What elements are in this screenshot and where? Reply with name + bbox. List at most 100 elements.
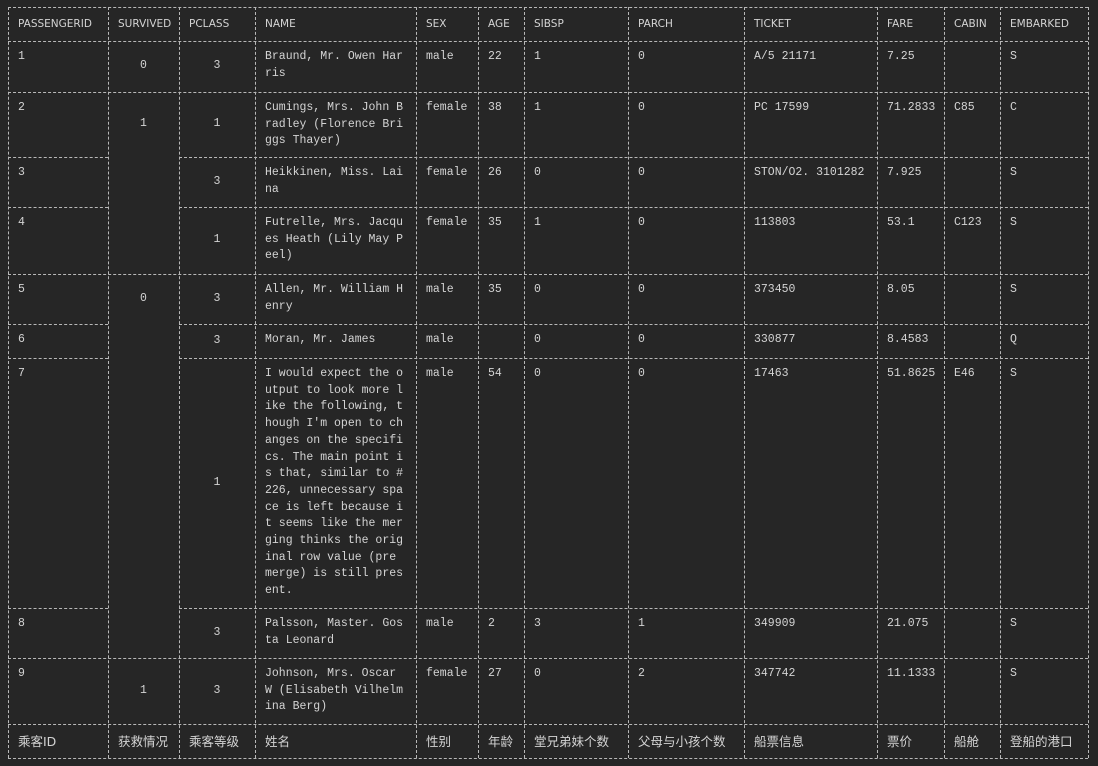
cell: 3: [213, 625, 221, 639]
cell: 0: [534, 667, 541, 680]
cell: 1: [534, 101, 541, 114]
column-border: [1000, 7, 1001, 758]
cell: S: [1010, 283, 1017, 296]
cell: 2: [488, 617, 495, 630]
footer-cell: 船舱: [954, 734, 980, 749]
cell: 27: [488, 667, 502, 680]
cell: 2: [18, 101, 25, 114]
cell: 1: [213, 475, 221, 489]
cell: 22: [488, 50, 502, 63]
cell: 54: [488, 367, 502, 380]
cell: 38: [488, 101, 502, 114]
cell: STON/O2. 3101282: [754, 166, 865, 179]
cell: male: [426, 283, 454, 296]
cell: Johnson, Mrs. Oscar W (Elisabeth Vilhelm…: [265, 667, 404, 714]
cell: 0: [140, 59, 147, 73]
cell: 0: [638, 367, 645, 380]
row-border: [8, 358, 108, 359]
footer-cell: 乘客等级: [189, 734, 240, 749]
cell: S: [1010, 367, 1017, 380]
header-cell: PASSENGERID: [18, 18, 92, 30]
cell: 113803: [754, 216, 796, 229]
cell: 1: [140, 117, 147, 131]
row-border: [8, 758, 1088, 759]
cell: 11.1333: [887, 667, 936, 680]
cell: 8.4583: [887, 333, 929, 346]
cell: E46: [954, 367, 975, 380]
cell: 5: [18, 283, 25, 296]
row-border: [8, 274, 1088, 275]
cell: 1: [638, 617, 645, 630]
footer-cell: 父母与小孩个数: [638, 734, 726, 749]
row-border: [8, 207, 108, 208]
column-border: [416, 7, 417, 758]
cell: 1: [213, 233, 221, 247]
row-border: [8, 608, 108, 609]
header-cell: EMBARKED: [1010, 18, 1069, 30]
cell: 1: [534, 50, 541, 63]
cell: Futrelle, Mrs. Jacques Heath (Lily May P…: [265, 216, 404, 263]
column-border: [255, 7, 256, 758]
cell: 1: [213, 117, 221, 131]
cell: S: [1010, 166, 1017, 179]
cell: 8.05: [887, 283, 915, 296]
cell: 35: [488, 216, 502, 229]
header-cell: PCLASS: [189, 18, 230, 30]
column-border: [1088, 7, 1089, 758]
cell: C123: [954, 216, 982, 229]
column-border: [108, 7, 109, 758]
row-border: [179, 608, 1088, 609]
header-cell: SIBSP: [534, 18, 564, 30]
cell: Heikkinen, Miss. Laina: [265, 166, 404, 196]
header-cell: FARE: [887, 18, 914, 30]
cell: 7.25: [887, 50, 915, 63]
cell: 26: [488, 166, 502, 179]
cell: PC 17599: [754, 101, 810, 114]
cell: female: [426, 166, 468, 179]
row-border: [179, 324, 1088, 325]
footer-cell: 获救情况: [118, 734, 169, 749]
row-border: [8, 7, 1088, 8]
cell: I would expect the output to look more l…: [265, 367, 404, 598]
cell: S: [1010, 50, 1017, 63]
cell: 0: [638, 216, 645, 229]
cell: 3: [534, 617, 541, 630]
cell: 347742: [754, 667, 796, 680]
row-border: [8, 324, 108, 325]
header-cell: PARCH: [638, 18, 673, 30]
cell: 3: [213, 333, 221, 347]
cell: 330877: [754, 333, 796, 346]
cell: Allen, Mr. William Henry: [265, 283, 404, 313]
row-border: [179, 157, 1088, 158]
row-border: [8, 92, 1088, 93]
footer-cell: 票价: [887, 734, 913, 749]
cell: 6: [18, 333, 25, 346]
column-border: [524, 7, 525, 758]
header-cell: AGE: [488, 18, 510, 30]
cell: 3: [18, 166, 25, 179]
row-border: [179, 207, 1088, 208]
row-border: [179, 358, 1088, 359]
cell: 0: [534, 283, 541, 296]
cell: 0: [638, 283, 645, 296]
column-border: [478, 7, 479, 758]
cell: 35: [488, 283, 502, 296]
cell: female: [426, 101, 468, 114]
cell: 7.925: [887, 166, 922, 179]
cell: 0: [534, 367, 541, 380]
cell: 17463: [754, 367, 789, 380]
cell: male: [426, 367, 454, 380]
column-border: [944, 7, 945, 758]
cell: 0: [638, 101, 645, 114]
cell: Palsson, Master. Gosta Leonard: [265, 617, 404, 647]
column-border: [8, 7, 9, 758]
footer-cell: 乘客ID: [18, 734, 57, 749]
footer-cell: 姓名: [265, 734, 291, 749]
cell: 1: [18, 50, 25, 63]
cell: Braund, Mr. Owen Harris: [265, 50, 404, 80]
cell: 51.8625: [887, 367, 936, 380]
cell: 3: [213, 291, 221, 305]
cell: 0: [534, 333, 541, 346]
header-cell: CABIN: [954, 18, 987, 30]
